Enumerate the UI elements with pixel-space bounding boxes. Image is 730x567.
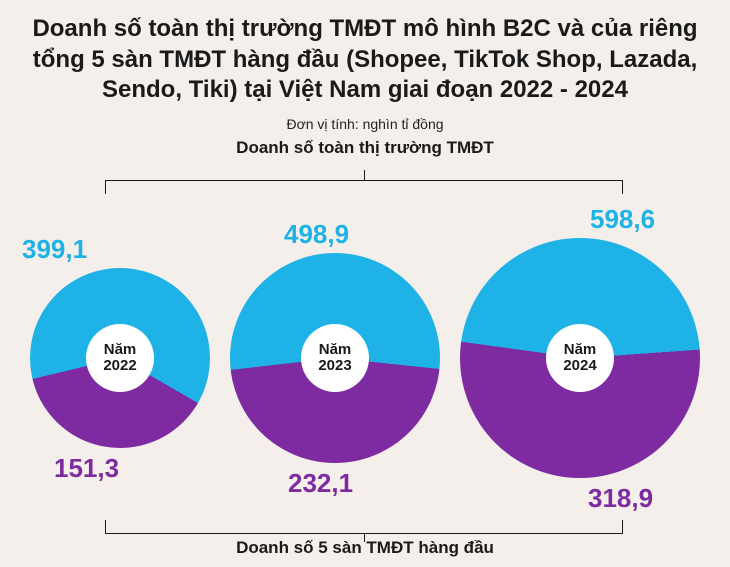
bracket-top-stem xyxy=(364,170,365,180)
top5-value: 151,3 xyxy=(54,453,119,484)
bracket-bottom xyxy=(105,520,623,534)
total-value: 598,6 xyxy=(590,204,655,235)
year-label: Năm2024 xyxy=(563,342,596,374)
total-value: 498,9 xyxy=(284,219,349,250)
total-value: 399,1 xyxy=(22,234,87,265)
pie-chart: Năm2023498,9232,1 xyxy=(230,253,440,463)
chart-title: Doanh số toàn thị trường TMĐT mô hình B2… xyxy=(0,0,730,112)
charts-row: Năm2022399,1151,3Năm2023498,9232,1Năm202… xyxy=(0,228,730,488)
pie-hub: Năm2022 xyxy=(86,324,154,392)
legend-bottom-label: Doanh số 5 sàn TMĐT hàng đầu xyxy=(0,538,730,558)
bracket-top xyxy=(105,180,623,194)
unit-label: Đơn vị tính: nghìn tỉ đồng xyxy=(0,116,730,132)
pie-chart: Năm2024598,6318,9 xyxy=(460,238,700,478)
top5-value: 318,9 xyxy=(588,483,653,514)
year-label: Năm2023 xyxy=(318,342,351,374)
legend-top-label: Doanh số toàn thị trường TMĐT xyxy=(0,138,730,158)
pie-chart: Năm2022399,1151,3 xyxy=(30,268,210,448)
pie-hub: Năm2024 xyxy=(546,324,614,392)
top5-value: 232,1 xyxy=(288,468,353,499)
pie-hub: Năm2023 xyxy=(301,324,369,392)
year-label: Năm2022 xyxy=(103,342,136,374)
